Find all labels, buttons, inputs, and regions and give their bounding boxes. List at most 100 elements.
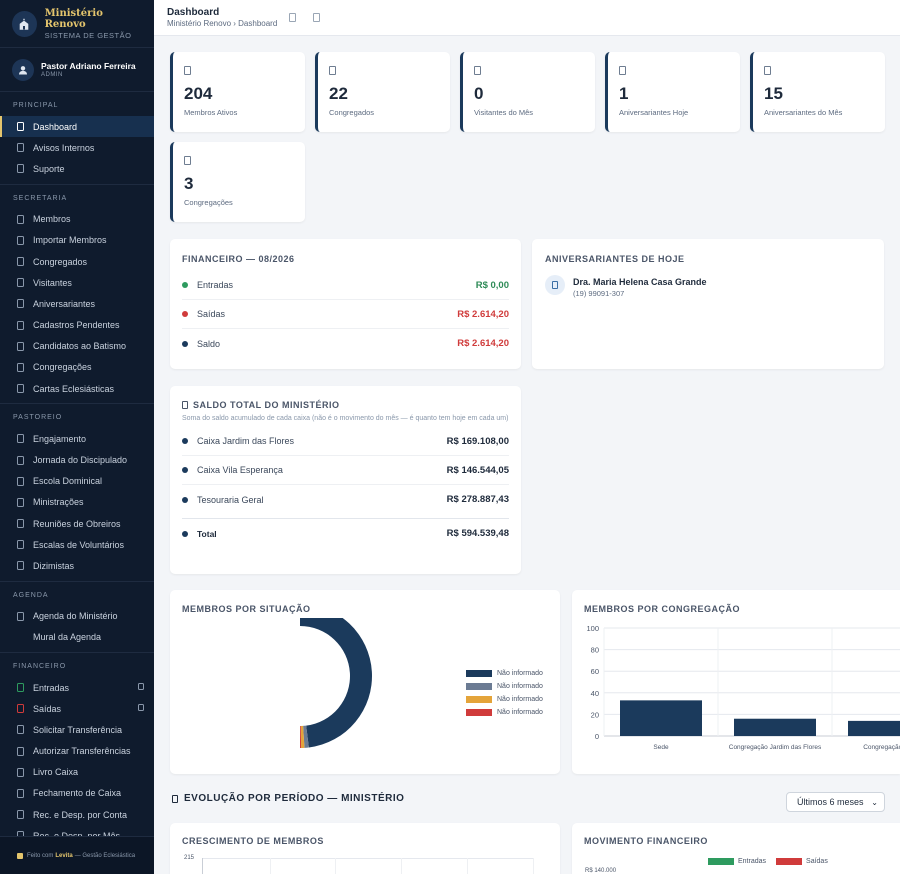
sidebar-item-livro-caixa[interactable]: Livro Caixa: [0, 762, 154, 783]
nav-section-title: PASTOREIO: [13, 414, 63, 422]
aniversariante-item[interactable]: Dra. Maria Helena Casa Grande (19) 99091…: [545, 275, 871, 298]
nav-icon: [17, 810, 26, 820]
sidebar-item-label: Dashboard: [33, 121, 78, 132]
sidebar-item-congregacoes[interactable]: Congregações: [0, 357, 154, 378]
nav-icon: [17, 362, 26, 372]
sidebar-item-solicitar-transferencia[interactable]: Solicitar Transferência: [0, 719, 154, 740]
sidebar-item-congregados[interactable]: Congregados: [0, 251, 154, 272]
nav-divider: [0, 580, 154, 582]
sidebar-item-fechamento-de-caixa[interactable]: Fechamento de Caixa: [0, 783, 154, 804]
stat-card-membros-ativos[interactable]: 204 Membros Ativos: [170, 52, 305, 132]
saldo-total-value: R$ 594.539,48: [446, 528, 509, 539]
crescimento-card: CRESCIMENTO DE MEMBROS 215: [170, 823, 560, 874]
sidebar-item-jornada-do-discipulado[interactable]: Jornada do Discipulado: [0, 449, 154, 470]
nav-icon: [17, 278, 26, 288]
row-dot: [182, 282, 188, 288]
movimento-card: MOVIMENTO FINANCEIRO Entradas Saídas R$ …: [572, 823, 900, 874]
sidebar-item-label: Jornada do Discipulado: [33, 455, 128, 466]
sidebar-item-label: Rec. e Desp. por Mês: [33, 831, 120, 841]
sidebar-item-entradas[interactable]: Entradas: [0, 677, 154, 698]
topbar: Dashboard Ministério Renovo › Dashboard: [154, 0, 900, 36]
sidebar-item-cadastros-pendentes[interactable]: Cadastros Pendentes: [0, 315, 154, 336]
nav-icon: [17, 164, 26, 174]
sidebar-item-escola-dominical[interactable]: Escola Dominical: [0, 471, 154, 492]
saldo-subtitle: Soma do saldo acumulado de cada caixa (n…: [182, 415, 509, 422]
brand[interactable]: Ministério Renovo SISTEMA DE GESTÃO: [0, 0, 154, 48]
row-dot: [182, 467, 188, 473]
aniversariante-phone: (19) 99091-307: [573, 289, 625, 298]
sidebar-item-label: Mural da Agenda: [33, 632, 102, 643]
period-select[interactable]: Últimos 6 meses ⌄: [786, 792, 885, 812]
breadcrumb[interactable]: Ministério Renovo › Dashboard: [167, 19, 278, 28]
congregacao-title: MEMBROS POR CONGREGAÇÃO: [584, 604, 741, 614]
evolucao-header: EVOLUÇÃO POR PERÍODO — MINISTÉRIO: [172, 793, 404, 804]
saldo-total-row: Total R$ 594.539,48: [182, 518, 509, 548]
sidebar-item-escalas-de-voluntarios[interactable]: Escalas de Voluntários: [0, 534, 154, 555]
user-avatar-icon: [12, 58, 34, 81]
sidebar-item-dizimistas[interactable]: Dizimistas: [0, 555, 154, 576]
sidebar-item-saidas[interactable]: Saídas: [0, 698, 154, 719]
legend-item[interactable]: Não informado: [466, 667, 543, 680]
footer-brand[interactable]: Levita: [55, 852, 73, 859]
sidebar-item-label: Congregações: [33, 362, 92, 373]
stat-card-visitantes-do-mes[interactable]: 0 Visitantes do Mês: [460, 52, 595, 132]
sidebar-item-aniversariantes[interactable]: Aniversariantes: [0, 293, 154, 314]
row-value: R$ 0,00: [475, 279, 509, 291]
notification-icon[interactable]: [289, 13, 296, 22]
legend-item[interactable]: Não informado: [466, 693, 543, 706]
sidebar-item-label: Engajamento: [33, 433, 87, 444]
settings-icon[interactable]: [313, 13, 320, 22]
sidebar-item-cartas-eclesiasticas[interactable]: Cartas Eclesiásticas: [0, 378, 154, 399]
row-dot: [182, 496, 188, 503]
sidebar-item-ministracoes[interactable]: Ministrações: [0, 492, 154, 513]
sidebar-item-suporte[interactable]: Suporte: [0, 158, 154, 179]
saldo-row-caixa-jardim-das-flores: Caixa Jardim das Flores R$ 169.108,00: [182, 427, 509, 456]
pie-slice-1[interactable]: [303, 725, 309, 748]
legend-label-saidas: Saídas: [806, 858, 828, 865]
stat-card-aniversariantes-do-mes[interactable]: 15 Aniversariantes do Mês: [750, 52, 885, 132]
row-value: R$ 278.887,43: [446, 494, 509, 505]
sidebar-item-label: Livro Caixa: [33, 767, 79, 778]
sidebar-item-autorizar-transferencias[interactable]: Autorizar Transferências: [0, 741, 154, 762]
y-tick-label: 60: [591, 667, 599, 676]
sidebar-item-agenda-do-ministerio[interactable]: Agenda do Ministério: [0, 606, 154, 627]
pie-slice-3[interactable]: [300, 725, 302, 748]
sidebar-item-mural-da-agenda[interactable]: Mural da Agenda: [0, 627, 154, 648]
nav-divider: [0, 183, 154, 185]
y-tick-label: 40: [591, 689, 599, 698]
pie-slice-0[interactable]: [300, 618, 372, 748]
sidebar-item-reunioes-de-obreiros[interactable]: Reuniões de Obreiros: [0, 513, 154, 534]
crescimento-title: CRESCIMENTO DE MEMBROS: [182, 836, 324, 846]
pie-slice-2[interactable]: [300, 725, 305, 748]
bar-sede[interactable]: [620, 700, 702, 736]
nav-icon: [17, 341, 26, 351]
crescimento-ytick: 215: [184, 855, 195, 861]
sidebar-item-importar-membros[interactable]: Importar Membros: [0, 230, 154, 251]
stat-label: Congregações: [184, 198, 233, 207]
movimento-title: MOVIMENTO FINANCEIRO: [584, 836, 708, 846]
nav-icon: [17, 683, 26, 693]
sidebar-item-avisos-internos[interactable]: Avisos Internos: [0, 137, 154, 158]
sidebar-item-dashboard[interactable]: Dashboard: [0, 116, 154, 138]
saldo-row-caixa-vila-esperanca: Caixa Vila Esperança R$ 146.544,05: [182, 456, 509, 485]
financeiro-title: FINANCEIRO — 08/2026: [182, 254, 295, 264]
legend-item[interactable]: Não informado: [466, 706, 543, 719]
sidebar-item-visitantes[interactable]: Visitantes: [0, 272, 154, 293]
stat-card-congregacoes[interactable]: 3 Congregações: [170, 142, 305, 222]
sidebar-item-rec-e-desp-por-conta[interactable]: Rec. e Desp. por Conta: [0, 804, 154, 825]
nav-divider: [0, 403, 154, 405]
stat-icon: [619, 66, 626, 75]
sidebar-item-candidatos-ao-batismo[interactable]: Candidatos ao Batismo: [0, 336, 154, 357]
legend-item[interactable]: Não informado: [466, 680, 543, 693]
bar-congregacao-jardim-das-flores[interactable]: [734, 718, 816, 736]
saldo-total-label: Total: [197, 528, 217, 539]
stat-card-congregados[interactable]: 22 Congregados: [315, 52, 450, 132]
sidebar-item-engajamento[interactable]: Engajamento: [0, 428, 154, 449]
legend-swatch: [466, 683, 492, 690]
stat-card-aniversariantes-hoje[interactable]: 1 Aniversariantes Hoje: [605, 52, 740, 132]
sidebar-item-membros[interactable]: Membros: [0, 209, 154, 230]
user-profile[interactable]: Pastor Adriano Ferreira ADMIN: [0, 48, 154, 92]
nav-icon: [17, 633, 26, 642]
row-label: Caixa Jardim das Flores: [197, 436, 295, 446]
bar-congregacao-vila[interactable]: [848, 720, 900, 736]
